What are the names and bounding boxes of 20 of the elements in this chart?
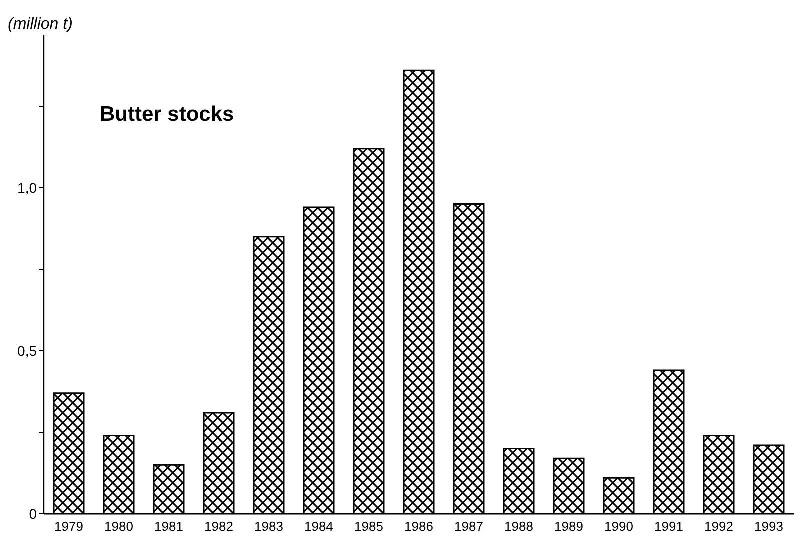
x-tick-label: 1986 <box>404 519 434 534</box>
y-tick-label: 0,5 <box>18 342 38 359</box>
x-tick-label: 1989 <box>554 519 584 534</box>
x-tick-label: 1983 <box>254 519 284 534</box>
x-tick-label: 1990 <box>604 519 634 534</box>
y-tick-label: 0 <box>29 506 38 522</box>
x-tick-label: 1985 <box>354 519 384 534</box>
x-tick-label: 1988 <box>504 519 534 534</box>
x-tick-label: 1982 <box>204 519 234 534</box>
x-tick-label: 1993 <box>754 519 784 534</box>
x-tick-label: 1981 <box>154 519 184 534</box>
x-tick-label: 1991 <box>654 519 684 534</box>
y-axis-title: (million t) <box>8 15 79 35</box>
x-tick-label: 1980 <box>104 519 134 534</box>
x-tick-label: 1984 <box>304 519 334 534</box>
y-tick-label: 1,0 <box>18 180 38 196</box>
text: Butter stocks <box>100 103 234 127</box>
x-tick-label: 1979 <box>54 519 84 534</box>
x-tick-label: 1987 <box>454 519 484 534</box>
x-tick-label: 1992 <box>704 519 734 534</box>
